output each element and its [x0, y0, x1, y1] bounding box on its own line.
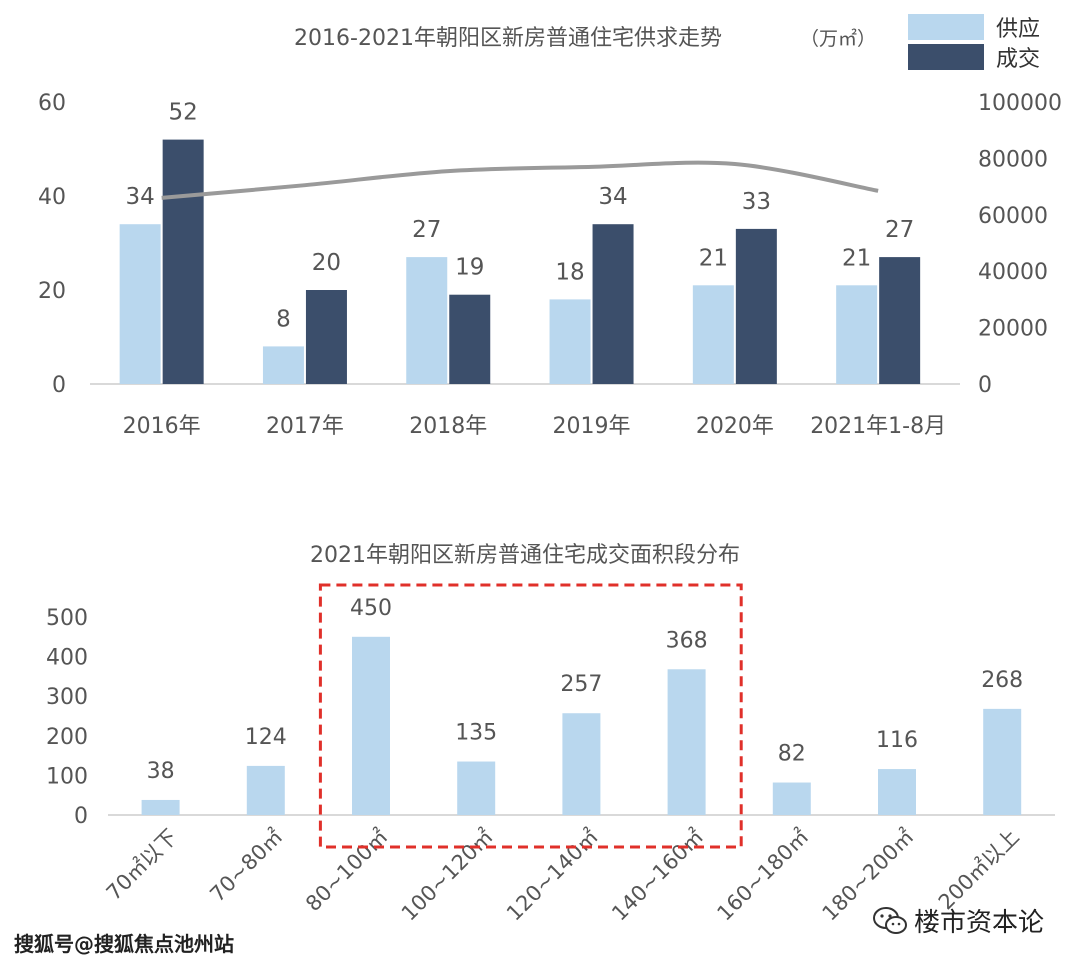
- chart-1-bars: 34 52 8 20 27 19 18 34 21 33 21 27: [119, 100, 921, 384]
- x-tick-label: 2018年: [409, 414, 487, 439]
- bar-supply: [406, 257, 448, 384]
- bar-deal: [592, 224, 634, 384]
- data-label: 450: [350, 596, 392, 621]
- y-tick-label: 20: [38, 279, 66, 304]
- x-tick-label: 2016年: [123, 414, 201, 439]
- x-tick-label: 140~160㎡: [607, 825, 708, 926]
- data-label: 82: [778, 742, 806, 767]
- y2-tick-label: 60000: [978, 204, 1048, 229]
- chart-2-y-axis: 0 100 200 300 400 500: [46, 606, 88, 829]
- bar-supply: [549, 299, 591, 384]
- y2-tick-label: 40000: [978, 260, 1048, 285]
- data-label-supply: 34: [126, 184, 155, 210]
- bar: [457, 761, 496, 815]
- x-tick-label: 2017年: [266, 414, 344, 439]
- chart-2: 2021年朝阳区新房普通住宅成交面积段分布 0 100 200 300 400 500 3…: [46, 543, 1055, 926]
- data-label-deal: 27: [885, 217, 914, 243]
- y2-tick-label: 20000: [978, 317, 1048, 342]
- bar-deal: [879, 257, 921, 384]
- highlight-box: [318, 583, 743, 849]
- chart-1-y2-axis: 0 20000 40000 60000 80000 100000: [978, 91, 1062, 398]
- x-tick-label: 200㎡以上: [934, 825, 1024, 915]
- legend-label-deal: 成交: [996, 47, 1040, 72]
- data-label: 38: [147, 759, 175, 784]
- y-tick-label: 40: [38, 185, 66, 210]
- chart-1-title: 2016-2021年朝阳区新房普通住宅供求走势: [294, 26, 722, 51]
- data-label-supply: 21: [842, 245, 871, 271]
- bar: [352, 636, 390, 815]
- chart-1-legend: 供应 成交: [908, 14, 1040, 72]
- y2-tick-label: 0: [978, 373, 992, 398]
- x-tick-label: 70㎡以下: [102, 825, 182, 905]
- chart-1-unit: （万㎡）: [800, 27, 876, 50]
- brand-name: 楼市资本论: [914, 908, 1045, 938]
- chart-2-title: 2021年朝阳区新房普通住宅成交面积段分布: [310, 543, 740, 568]
- bar-deal: [162, 139, 204, 384]
- chart-1-y-axis: 0 20 40 60: [38, 91, 66, 398]
- data-label: 124: [245, 725, 287, 750]
- data-label: 268: [981, 668, 1023, 693]
- legend-swatch-supply: [908, 14, 984, 40]
- data-label-deal: 19: [455, 255, 484, 281]
- data-label: 135: [455, 721, 497, 746]
- x-tick-label: 2019年: [553, 414, 631, 439]
- chart-1-trend-line: [161, 160, 879, 200]
- data-label-deal: 52: [169, 100, 198, 126]
- bar: [141, 799, 180, 815]
- y-tick-label: 0: [74, 804, 88, 829]
- bar: [878, 769, 916, 815]
- data-label-deal: 20: [312, 250, 341, 276]
- legend-label-supply: 供应: [996, 17, 1040, 42]
- x-tick-label: 120~140㎡: [502, 825, 603, 926]
- bar-supply: [836, 285, 878, 384]
- data-label: 116: [876, 728, 918, 753]
- bar: [667, 669, 706, 815]
- data-label-supply: 8: [276, 306, 291, 332]
- bar: [246, 765, 285, 815]
- bar-supply: [119, 224, 161, 384]
- bar-deal: [735, 228, 777, 384]
- x-tick-label: 70~80㎡: [205, 825, 287, 907]
- brand: 楼市资本论: [872, 902, 1044, 939]
- bar-supply: [692, 285, 734, 384]
- chart-1-x-labels: 2016年 2017年 2018年 2019年 2020年 2021年1-8月: [123, 414, 946, 439]
- x-tick-label: 100~120㎡: [397, 825, 498, 926]
- chart-1: 2016-2021年朝阳区新房普通住宅供求走势 （万㎡） 供应 成交 0 20 40…: [38, 14, 1062, 439]
- watermark-text: 搜狐号@搜狐焦点池州站: [14, 932, 234, 956]
- y2-tick-label: 100000: [978, 91, 1062, 116]
- x-tick-label: 160~180㎡: [712, 825, 813, 926]
- y-tick-label: 300: [46, 685, 88, 710]
- legend-swatch-deal: [908, 44, 984, 70]
- bar-deal: [305, 290, 347, 384]
- bar: [983, 708, 1022, 815]
- bar-deal: [449, 294, 491, 384]
- y2-tick-label: 80000: [978, 147, 1048, 172]
- bar: [772, 782, 811, 815]
- y-tick-label: 400: [46, 646, 88, 671]
- x-tick-label: 2020年: [696, 414, 774, 439]
- data-label: 368: [666, 628, 708, 653]
- y-tick-label: 500: [46, 606, 88, 631]
- bar-supply: [262, 346, 304, 384]
- data-label: 257: [560, 672, 602, 697]
- x-tick-label: 2021年1-8月: [810, 414, 946, 439]
- data-label-deal: 34: [598, 184, 627, 210]
- bar: [562, 713, 601, 815]
- data-label-deal: 33: [742, 189, 771, 215]
- y-tick-label: 100: [46, 764, 88, 789]
- y-tick-label: 0: [52, 373, 66, 398]
- data-label-supply: 27: [412, 217, 441, 243]
- chart-2-bars: 38 124 450 135 257 368 82 116 268: [141, 596, 1023, 815]
- data-label-supply: 18: [555, 259, 584, 285]
- data-label-supply: 21: [699, 245, 728, 271]
- y-tick-label: 200: [46, 725, 88, 750]
- wechat-icon: [873, 906, 907, 934]
- x-tick-label: 80~100㎡: [301, 825, 393, 917]
- y-tick-label: 60: [38, 91, 66, 116]
